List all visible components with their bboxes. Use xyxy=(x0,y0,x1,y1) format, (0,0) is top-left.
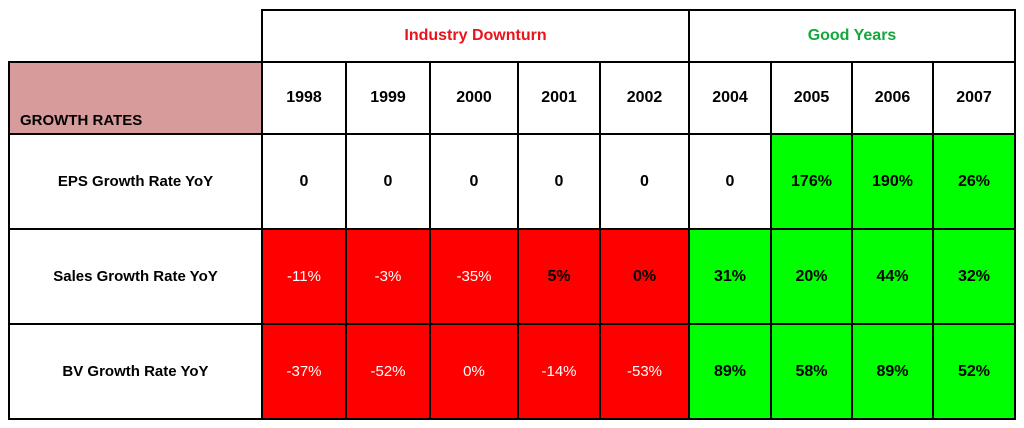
year-header: 2006 xyxy=(851,61,934,135)
header-spacer xyxy=(9,10,262,62)
value-cell: 44% xyxy=(851,228,934,325)
year-header: 1999 xyxy=(345,61,431,135)
value-cell: -53% xyxy=(599,323,690,420)
value-cell: 0% xyxy=(429,323,519,420)
value-cell: 0 xyxy=(345,133,431,230)
value-cell: -52% xyxy=(345,323,431,420)
value-cell: 190% xyxy=(851,133,934,230)
value-cell: 89% xyxy=(688,323,772,420)
eps-growth-row: EPS Growth Rate YoY 0 0 0 0 0 0 176% 190… xyxy=(8,133,1017,230)
value-cell: 5% xyxy=(517,228,601,325)
value-cell: -3% xyxy=(345,228,431,325)
year-header: 2005 xyxy=(770,61,853,135)
row-label: Sales Growth Rate YoY xyxy=(8,228,263,325)
value-cell: 0 xyxy=(688,133,772,230)
value-cell: 0 xyxy=(517,133,601,230)
growth-rates-table: Industry Downturn Good Years GROWTH RATE… xyxy=(8,9,1017,420)
row-label: BV Growth Rate YoY xyxy=(8,323,263,420)
value-cell: -37% xyxy=(261,323,347,420)
value-cell: -11% xyxy=(261,228,347,325)
year-header: 2001 xyxy=(517,61,601,135)
year-header: 1998 xyxy=(261,61,347,135)
value-cell: 0 xyxy=(599,133,690,230)
year-header: 2000 xyxy=(429,61,519,135)
value-cell: 0% xyxy=(599,228,690,325)
industry-downturn-header: Industry Downturn xyxy=(261,9,690,63)
year-header: 2004 xyxy=(688,61,772,135)
value-cell: 0 xyxy=(261,133,347,230)
value-cell: 32% xyxy=(931,228,1017,325)
bv-growth-row: BV Growth Rate YoY -37% -52% 0% -14% -53… xyxy=(8,323,1017,420)
value-cell: 58% xyxy=(770,323,853,420)
year-header: 2002 xyxy=(599,61,690,135)
good-years-header: Good Years xyxy=(687,9,1017,63)
value-cell: 176% xyxy=(770,133,853,230)
value-cell: -35% xyxy=(429,228,519,325)
value-cell: 52% xyxy=(931,323,1017,420)
value-cell: 31% xyxy=(688,228,772,325)
value-cell: 89% xyxy=(851,323,934,420)
value-cell: 26% xyxy=(931,133,1017,230)
growth-rates-label: GROWTH RATES xyxy=(8,61,263,135)
value-cell: -14% xyxy=(517,323,601,420)
sales-growth-row: Sales Growth Rate YoY -11% -3% -35% 5% 0… xyxy=(8,228,1017,325)
row-label: EPS Growth Rate YoY xyxy=(8,133,263,230)
value-cell: 0 xyxy=(429,133,519,230)
value-cell: 20% xyxy=(770,228,853,325)
year-header: 2007 xyxy=(931,61,1017,135)
